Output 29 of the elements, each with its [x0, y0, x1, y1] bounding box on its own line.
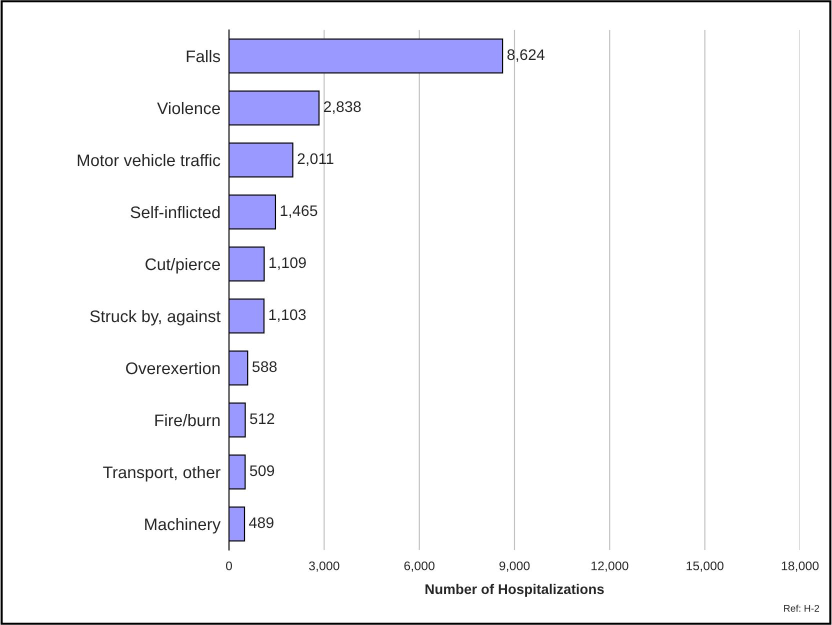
y-tick-label: Overexertion	[126, 362, 220, 374]
x-axis-title: Number of Hospitalizations	[426, 584, 604, 597]
x-tick-label: 6,000	[404, 561, 434, 572]
data-label: 1,465	[280, 205, 318, 218]
data-label: 8,624	[507, 49, 545, 62]
data-label: 588	[252, 361, 277, 372]
y-tick-label: Fire/burn	[155, 414, 220, 426]
x-tick-label: 15,000	[686, 561, 724, 572]
data-label: 2,838	[324, 101, 361, 114]
y-tick-label: Self-inflicted	[130, 206, 220, 218]
y-tick-label: Motor vehicle traffic	[78, 154, 220, 166]
y-tick-label: Struck by, against	[90, 310, 221, 326]
data-label: 509	[250, 465, 274, 476]
x-tick-label: 0	[226, 561, 232, 570]
data-label: 512	[250, 413, 274, 424]
data-label: 2,011	[298, 153, 334, 166]
x-tick-label: 9,000	[499, 561, 530, 572]
y-tick-label: Cut/pierce	[146, 258, 220, 274]
y-tick-label: Violence	[157, 102, 220, 114]
x-tick-label: 18,000	[782, 561, 819, 572]
y-tick-label: Transport, other	[103, 466, 220, 482]
y-tick-label: Falls	[186, 50, 220, 62]
x-tick-label: 12,000	[592, 561, 628, 572]
data-label: 1,109	[270, 257, 306, 270]
x-tick-label: 3,000	[309, 561, 340, 572]
data-label: 489	[249, 517, 274, 528]
y-tick-label: Machinery	[145, 518, 221, 534]
text: Ref: H-2	[784, 604, 820, 612]
data-label: 1,103	[269, 309, 306, 322]
